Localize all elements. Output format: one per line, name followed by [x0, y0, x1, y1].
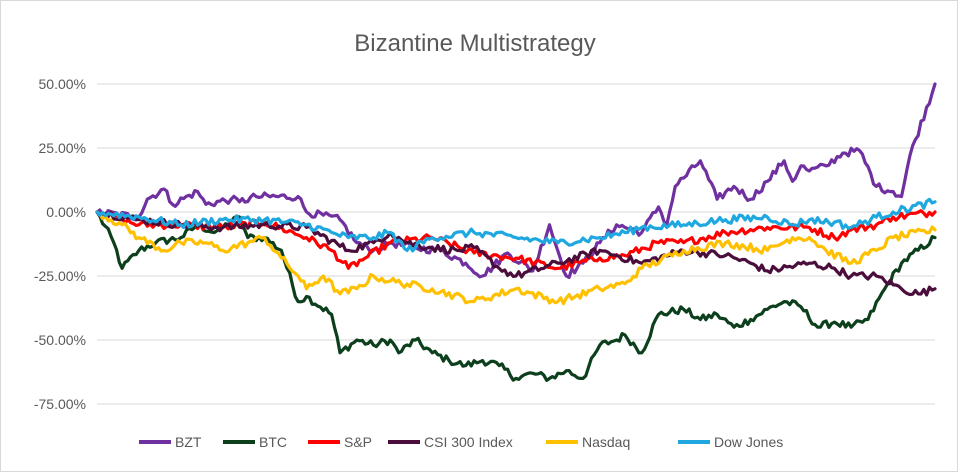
gridlines: [97, 83, 935, 405]
y-axis-tick-labels: 50.00% 25.00% 0.00% -25.00% -50.00% -75.00%: [34, 76, 86, 412]
chart-title: Bizantine Multistrategy: [354, 30, 595, 57]
y-tick-label: -50.00%: [34, 332, 86, 348]
legend-label: S&P: [344, 434, 372, 450]
legend-label: CSI 300 Index: [424, 434, 513, 450]
legend-label: Nasdaq: [582, 434, 630, 450]
y-tick-label: -25.00%: [34, 268, 86, 284]
series-line-bzt: [95, 82, 937, 279]
legend-label: Dow Jones: [714, 434, 783, 450]
legend: BZT BTC S&P CSI 300 Index Nasdaq Dow Jones: [139, 434, 783, 450]
y-tick-label: 50.00%: [39, 76, 86, 92]
legend-label: BZT: [175, 434, 202, 450]
series-line-nasdaq: [95, 210, 937, 306]
y-tick-label: -75.00%: [34, 396, 86, 412]
series-line-dow-jones: [95, 197, 937, 253]
series-lines: [95, 82, 937, 382]
y-tick-label: 25.00%: [39, 140, 86, 156]
y-tick-label: 0.00%: [46, 204, 86, 220]
legend-label: BTC: [259, 434, 287, 450]
series-line-csi-300-index: [95, 210, 937, 297]
